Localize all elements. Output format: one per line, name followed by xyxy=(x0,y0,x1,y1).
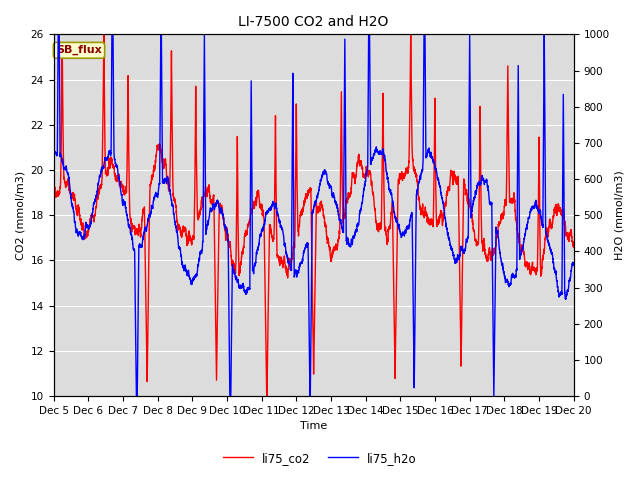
li75_h2o xyxy=(249,267,257,273)
li75_co2 xyxy=(263,393,271,399)
Y-axis label: H2O (mmol/m3): H2O (mmol/m3) xyxy=(615,170,625,260)
li75_co2 xyxy=(100,32,108,37)
li75_h2o xyxy=(375,152,383,157)
Y-axis label: CO2 (mmol/m3): CO2 (mmol/m3) xyxy=(15,171,25,260)
li75_h2o xyxy=(520,241,527,247)
li75_co2 xyxy=(249,204,257,210)
Text: SB_flux: SB_flux xyxy=(56,45,102,56)
Line: li75_co2: li75_co2 xyxy=(54,35,573,396)
li75_co2 xyxy=(542,229,550,235)
li75_co2 xyxy=(50,196,58,202)
li75_h2o xyxy=(54,32,62,37)
li75_h2o xyxy=(112,163,120,169)
li75_co2 xyxy=(375,221,383,227)
li75_h2o xyxy=(522,228,529,234)
li75_h2o xyxy=(542,229,550,235)
Title: LI-7500 CO2 and H2O: LI-7500 CO2 and H2O xyxy=(238,15,388,29)
X-axis label: Time: Time xyxy=(300,421,327,432)
li75_co2 xyxy=(520,245,527,251)
li75_h2o xyxy=(570,262,577,267)
li75_co2 xyxy=(112,176,120,181)
Line: li75_h2o: li75_h2o xyxy=(54,35,573,396)
li75_co2 xyxy=(522,262,529,267)
li75_h2o xyxy=(50,155,58,160)
li75_co2 xyxy=(570,244,577,250)
Legend: li75_co2, li75_h2o: li75_co2, li75_h2o xyxy=(218,447,422,469)
li75_h2o xyxy=(132,393,140,399)
